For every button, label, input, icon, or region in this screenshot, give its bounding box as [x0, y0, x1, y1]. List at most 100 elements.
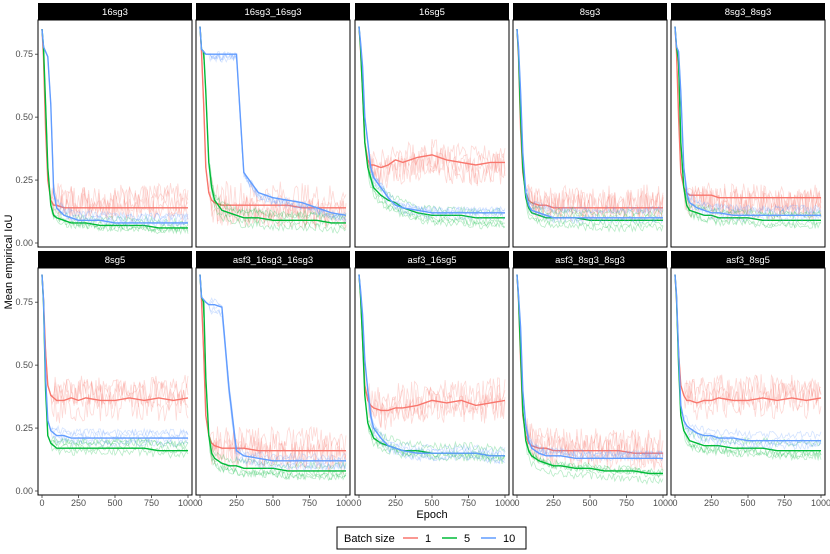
panel-border — [354, 19, 510, 248]
panel-border — [37, 19, 193, 248]
y-tick-label: 0.50 — [15, 360, 33, 370]
x-tick-label: 0 — [514, 498, 519, 508]
run-line-batch-5 — [199, 274, 347, 482]
run-line-batch-5 — [674, 26, 822, 229]
run-line-batch-1 — [358, 26, 506, 189]
panel-strip — [38, 3, 192, 20]
x-tick-label: 1000 — [811, 498, 830, 508]
run-line-batch-10 — [674, 26, 822, 215]
run-line-batch-1 — [41, 28, 189, 216]
run-line-batch-10 — [41, 28, 189, 227]
run-line-batch-10 — [358, 274, 506, 456]
panel-plot-area — [38, 268, 192, 495]
panel-title: 8sg5 — [105, 255, 126, 266]
mean-line-batch-10 — [41, 28, 188, 224]
panel-plot-area — [196, 268, 350, 495]
run-line-batch-5 — [358, 274, 506, 454]
panel-8sg3_8sg3: 8sg3_8sg3 — [670, 3, 826, 248]
run-line-batch-10 — [674, 26, 822, 223]
panel-asf3_16sg5: asf3_16sg5 — [354, 251, 510, 496]
run-line-batch-1 — [516, 28, 664, 222]
y-tick-label: 0.25 — [15, 175, 33, 185]
run-line-batch-10 — [516, 28, 664, 215]
run-line-batch-10 — [516, 28, 664, 224]
x-tick-label: 250 — [71, 498, 86, 508]
run-line-batch-5 — [41, 274, 189, 450]
panel-title: 16sg3 — [102, 7, 128, 18]
y-tick-label: 0.25 — [15, 423, 33, 433]
x-tick-label: 250 — [704, 498, 719, 508]
mean-line-batch-5 — [516, 274, 663, 475]
x-tick-label: 0 — [39, 498, 44, 508]
legend-title: Batch size — [344, 533, 395, 545]
run-line-batch-5 — [358, 274, 506, 465]
run-line-batch-5 — [674, 274, 822, 460]
legend-label-10: 10 — [503, 533, 515, 545]
run-line-batch-1 — [674, 274, 822, 406]
mean-line-batch-5 — [41, 28, 188, 229]
mean-line-batch-1 — [41, 274, 189, 402]
y-tick-label: 0.00 — [15, 238, 33, 248]
run-line-batch-5 — [199, 26, 347, 221]
run-line-batch-10 — [358, 274, 506, 464]
mean-line-batch-5 — [41, 274, 188, 452]
run-line-batch-5 — [41, 28, 189, 235]
x-tick-label: 1000 — [178, 498, 198, 508]
run-line-batch-1 — [358, 26, 506, 186]
panel-plot-area — [38, 20, 192, 247]
x-tick-label: 1000 — [336, 498, 356, 508]
run-line-batch-1 — [199, 274, 347, 464]
run-line-batch-5 — [358, 26, 506, 226]
run-line-batch-5 — [516, 28, 664, 229]
panel-title: 16sg5 — [419, 7, 445, 18]
run-line-batch-1 — [674, 274, 822, 421]
panel-strip — [355, 251, 509, 268]
x-axes-layer: 0 250 500 750 1000 0 250 500 750 1000 0 250 500 750 10… — [39, 495, 830, 508]
y-axis-title: Mean empirical IoU — [3, 215, 15, 310]
x-tick-label: 250 — [546, 498, 561, 508]
x-tick-label: 750 — [619, 498, 634, 508]
run-line-batch-1 — [41, 28, 189, 214]
run-line-batch-1 — [41, 274, 189, 408]
mean-line-batch-10 — [516, 274, 663, 459]
mean-line-batch-10 — [358, 274, 505, 457]
run-line-batch-5 — [41, 274, 189, 459]
mean-line-batch-10 — [41, 274, 188, 439]
y-tick-label: 0.75 — [15, 297, 33, 307]
x-axis-title: Epoch — [416, 509, 447, 521]
x-tick-label: 1000 — [495, 498, 515, 508]
run-line-batch-10 — [41, 28, 189, 222]
run-line-batch-10 — [516, 28, 664, 216]
mean-line-batch-10 — [674, 274, 821, 442]
run-line-batch-1 — [41, 28, 189, 220]
panel-16sg3_16sg3: 16sg3_16sg3 — [195, 3, 351, 248]
run-line-batch-5 — [41, 28, 189, 233]
mean-line-batch-10 — [358, 26, 505, 214]
x-tick-label: 500 — [424, 498, 439, 508]
run-line-batch-1 — [516, 28, 664, 221]
panel-16sg3: 16sg3 — [37, 3, 193, 248]
panel-plot-area — [355, 20, 509, 247]
panel-asf3_8sg3_8sg3: asf3_8sg3_8sg3 — [512, 251, 668, 496]
y-tick-label: 0.50 — [15, 112, 33, 122]
panel-strip — [513, 3, 667, 20]
run-line-batch-5 — [516, 28, 664, 233]
x-tick-label: 250 — [388, 498, 403, 508]
panel-title: asf3_8sg3_8sg3 — [555, 255, 625, 266]
panel-asf3_8sg5: asf3_8sg5 — [670, 251, 826, 496]
mean-line-batch-1 — [199, 274, 346, 452]
run-line-batch-1 — [516, 274, 664, 462]
mean-line-batch-5 — [516, 28, 663, 221]
run-line-batch-1 — [516, 28, 664, 216]
mean-line-batch-10 — [199, 274, 346, 462]
x-tick-label: 750 — [302, 498, 317, 508]
legend-box — [336, 526, 527, 550]
panel-title: asf3_16sg3_16sg3 — [233, 255, 313, 266]
panels-layer: 16sg3 16sg3_16sg3 16sg5 8sg3 8sg3_8sg3 8sg5 as… — [37, 3, 826, 496]
run-line-batch-1 — [199, 274, 347, 476]
run-line-batch-10 — [674, 274, 822, 441]
run-line-batch-10 — [674, 26, 822, 213]
run-line-batch-5 — [516, 274, 664, 477]
panel-asf3_16sg3_16sg3: asf3_16sg3_16sg3 — [195, 251, 351, 496]
panel-plot-area — [671, 20, 825, 247]
